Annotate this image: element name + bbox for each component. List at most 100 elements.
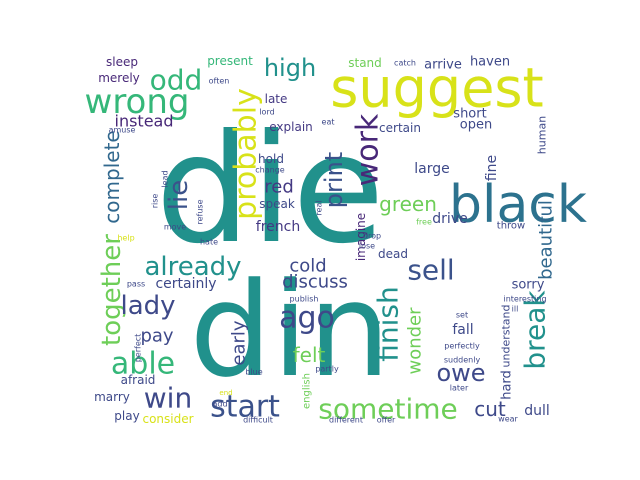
word-lose: lose xyxy=(359,242,375,251)
word-sorry: sorry xyxy=(512,278,545,293)
word-english: english xyxy=(302,373,313,409)
word-sleep: sleep xyxy=(106,55,138,69)
word-suddenly: suddenly xyxy=(444,356,481,365)
word-lord: lord xyxy=(259,108,274,117)
word-interesting: interesting xyxy=(503,295,546,304)
word-wonder: wonder xyxy=(405,307,426,375)
word-die: die xyxy=(155,103,384,277)
word-hate: hate xyxy=(200,238,218,247)
word-stand: stand xyxy=(348,56,382,70)
word-amuse: amuse xyxy=(109,126,136,135)
word-afraid: afraid xyxy=(121,373,156,387)
word-black: black xyxy=(449,175,587,235)
word-free: free xyxy=(416,218,432,227)
word-play: play xyxy=(114,409,139,423)
word-arrive: arrive xyxy=(424,58,462,73)
word-owe: owe xyxy=(436,359,485,387)
word-speak: speak xyxy=(259,197,295,211)
word-certain: certain xyxy=(379,121,421,135)
word-perfect: perfect xyxy=(134,334,143,363)
word-felt: felt xyxy=(293,343,326,367)
word-throw: throw xyxy=(497,221,525,232)
word-early: early xyxy=(229,320,250,366)
word-hard: hard xyxy=(500,370,515,400)
word-human: human xyxy=(536,116,549,154)
word-probably: probably xyxy=(229,88,264,220)
word-win: win xyxy=(144,382,192,415)
word-green: green xyxy=(379,192,437,216)
word-discuss: discuss xyxy=(282,272,348,293)
word-move: move xyxy=(164,223,186,232)
word-different: different xyxy=(329,416,363,425)
word-sometime: sometime xyxy=(318,393,457,426)
word-partly: partly xyxy=(315,365,339,374)
word-dead: dead xyxy=(378,247,408,261)
word-large: large xyxy=(414,161,449,177)
word-together: together xyxy=(97,234,127,346)
word-help: help xyxy=(117,234,134,243)
word-open: open xyxy=(460,118,492,133)
word-pass: pass xyxy=(127,280,145,289)
word-cold: cold xyxy=(289,256,326,277)
word-certainly: certainly xyxy=(155,276,216,292)
word-drive: drive xyxy=(432,211,467,227)
word-sell: sell xyxy=(407,254,454,287)
word-late: late xyxy=(265,92,288,106)
word-lead: lead xyxy=(161,170,170,187)
word-change: change xyxy=(255,166,285,175)
word-dull: dull xyxy=(524,403,550,419)
word-ago: ago xyxy=(279,301,335,336)
word-blue: blue xyxy=(245,368,262,377)
word-haven: haven xyxy=(470,55,510,70)
word-french: french xyxy=(256,219,300,235)
word-start: start xyxy=(210,390,280,425)
word-imagine: imagine xyxy=(354,213,368,261)
word-din: din xyxy=(189,254,390,406)
word-difficult: difficult xyxy=(243,416,273,425)
word-perfectly: perfectly xyxy=(444,342,480,351)
word-ill: ill xyxy=(512,305,519,314)
word-instead: instead xyxy=(115,112,174,131)
word-lady: lady xyxy=(120,291,175,321)
word-odd: odd xyxy=(150,64,203,97)
word-catch: catch xyxy=(394,59,416,68)
word-fine: fine xyxy=(484,155,500,181)
word-hold: hold xyxy=(258,152,284,166)
word-wrong: wrong xyxy=(85,82,190,122)
word-lie: lie xyxy=(164,180,194,210)
word-merely: merely xyxy=(98,71,140,85)
word-break: break xyxy=(519,290,552,370)
word-drop: drop xyxy=(363,232,381,241)
word-print: print xyxy=(320,152,348,208)
word-already: already xyxy=(144,252,241,282)
word-high: high xyxy=(264,54,316,82)
word-publish: publish xyxy=(290,295,319,304)
word-complete: complete xyxy=(100,130,124,223)
word-eat: eat xyxy=(322,118,335,127)
word-cut: cut xyxy=(474,397,506,421)
word-marry: marry xyxy=(94,390,130,404)
word-beautiful: beautiful xyxy=(536,200,557,280)
word-suggest: suggest xyxy=(330,57,543,120)
word-real: real xyxy=(315,200,324,215)
word-consider: consider xyxy=(142,412,193,426)
word-often: often xyxy=(209,77,230,86)
word-wear: wear xyxy=(498,415,518,424)
word-fall: fall xyxy=(452,322,473,338)
word-work: work xyxy=(351,113,386,186)
word-short: short xyxy=(453,107,486,122)
word-explain: explain xyxy=(269,120,313,134)
word-present: present xyxy=(207,54,253,68)
word-rise: rise xyxy=(151,194,160,209)
word-refuse: refuse xyxy=(196,199,205,224)
word-later: later xyxy=(450,384,469,393)
word-understand: understand xyxy=(500,305,513,368)
word-able: able xyxy=(111,347,175,382)
word-red: red xyxy=(264,177,294,198)
word-end: end xyxy=(219,389,232,397)
word-offer: offer xyxy=(377,416,396,425)
word-pay: pay xyxy=(140,326,173,347)
word-set: set xyxy=(456,311,468,320)
word-finish: finish xyxy=(372,286,405,362)
